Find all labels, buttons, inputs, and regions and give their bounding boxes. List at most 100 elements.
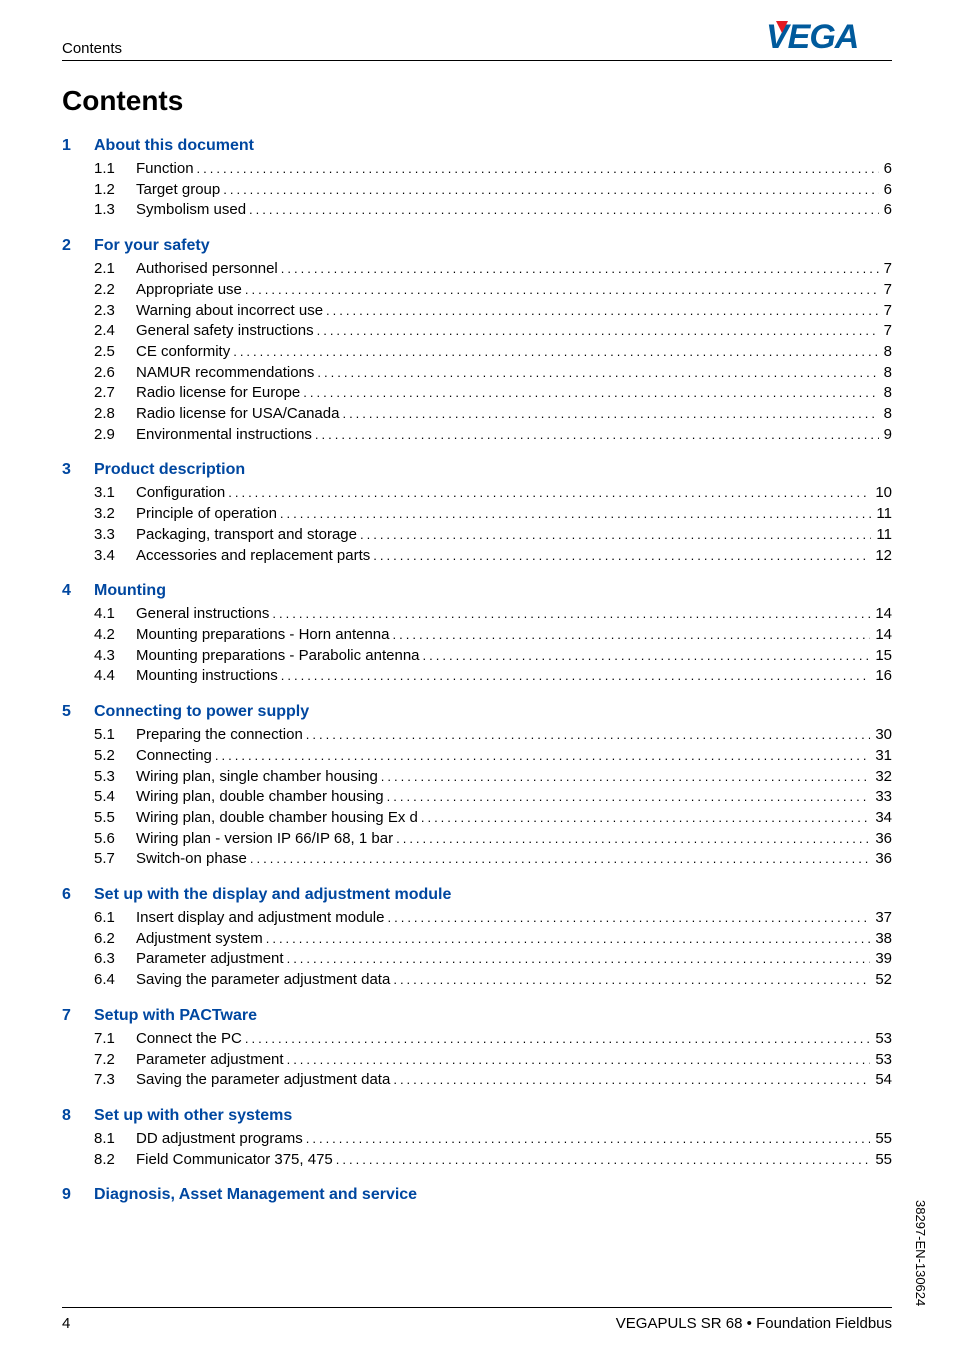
toc-chapter-number[interactable]: 1 — [62, 135, 94, 157]
toc-chapter-number[interactable]: 7 — [62, 1005, 94, 1027]
toc-chapter-number[interactable]: 3 — [62, 459, 94, 481]
toc-entry[interactable]: 4.3Mounting preparations - Parabolic ant… — [62, 646, 892, 667]
toc-chapter-title[interactable]: Setup with PACTware — [94, 1005, 257, 1027]
toc-entry-number: 3.1 — [94, 483, 136, 504]
toc-entry[interactable]: 2.5CE conformity8 — [62, 342, 892, 363]
toc-entry-number: 5.6 — [94, 829, 136, 850]
toc-entry-label: DD adjustment programs — [136, 1129, 303, 1150]
toc-entry[interactable]: 4.4Mounting instructions16 — [62, 666, 892, 687]
toc-entry-label: Authorised personnel — [136, 259, 278, 280]
toc-entry[interactable]: 1.3Symbolism used6 — [62, 200, 892, 221]
toc-entry[interactable]: 5.2Connecting31 — [62, 746, 892, 767]
toc-entry-label: Adjustment system — [136, 929, 263, 950]
toc-chapter-heading[interactable]: 2For your safety — [62, 235, 892, 257]
toc-entry[interactable]: 5.3Wiring plan, single chamber housing32 — [62, 767, 892, 788]
toc-entry-number: 6.1 — [94, 908, 136, 929]
toc-entry-page: 55 — [873, 1129, 892, 1150]
toc-entry-page: 38 — [873, 929, 892, 950]
toc-entry[interactable]: 5.1Preparing the connection30 — [62, 725, 892, 746]
toc-entry[interactable]: 2.8Radio license for USA/Canada8 — [62, 404, 892, 425]
toc-entry[interactable]: 8.2Field Communicator 375, 47555 — [62, 1150, 892, 1171]
toc-entry[interactable]: 3.4Accessories and replacement parts12 — [62, 546, 892, 567]
toc-entry[interactable]: 1.2Target group6 — [62, 180, 892, 201]
toc-chapter-number[interactable]: 8 — [62, 1105, 94, 1127]
toc-entry-number: 5.3 — [94, 767, 136, 788]
toc-entry-page: 52 — [873, 970, 892, 991]
toc-entry[interactable]: 6.1Insert display and adjustment module 3… — [62, 908, 892, 929]
toc-chapter-title[interactable]: Set up with the display and adjustment m… — [94, 884, 451, 906]
toc-chapter-heading[interactable]: 5Connecting to power supply — [62, 701, 892, 723]
toc-entry[interactable]: 3.2Principle of operation11 — [62, 504, 892, 525]
toc-chapter-title[interactable]: Connecting to power supply — [94, 701, 309, 723]
toc-entry-label: Mounting instructions — [136, 666, 278, 687]
toc-leader-dots — [393, 970, 870, 991]
toc-chapter-title[interactable]: For your safety — [94, 235, 210, 257]
toc-entry-number: 4.4 — [94, 666, 136, 687]
toc-chapter-heading[interactable]: 3Product description — [62, 459, 892, 481]
toc-entry[interactable]: 8.1DD adjustment programs55 — [62, 1129, 892, 1150]
toc-entry-page: 8 — [882, 383, 892, 404]
toc-entry[interactable]: 2.4General safety instructions7 — [62, 321, 892, 342]
toc-entry[interactable]: 6.2Adjustment system38 — [62, 929, 892, 950]
toc-chapter-title[interactable]: About this document — [94, 135, 254, 157]
toc-entry[interactable]: 5.5Wiring plan, double chamber housing E… — [62, 808, 892, 829]
toc-chapter-number[interactable]: 4 — [62, 580, 94, 602]
toc-entry[interactable]: 7.3Saving the parameter adjustment data5… — [62, 1070, 892, 1091]
toc-entry-page: 7 — [882, 301, 892, 322]
toc-entry[interactable]: 1.1Function6 — [62, 159, 892, 180]
toc-leader-dots — [280, 504, 872, 525]
toc-chapter-number[interactable]: 2 — [62, 235, 94, 257]
toc-chapter-number[interactable]: 6 — [62, 884, 94, 906]
toc-chapter-heading[interactable]: 4Mounting — [62, 580, 892, 602]
toc-leader-dots — [245, 1029, 870, 1050]
toc-chapter-number[interactable]: 9 — [62, 1184, 94, 1206]
toc-entry[interactable]: 2.7Radio license for Europe8 — [62, 383, 892, 404]
toc-chapter-heading[interactable]: 9Diagnosis, Asset Management and service — [62, 1184, 892, 1206]
toc-entry-label: Mounting preparations - Parabolic antenn… — [136, 646, 420, 667]
toc-entry[interactable]: 2.2Appropriate use7 — [62, 280, 892, 301]
toc-entry-page: 34 — [873, 808, 892, 829]
toc-chapter-heading[interactable]: 6Set up with the display and adjustment … — [62, 884, 892, 906]
toc-entry[interactable]: 3.1Configuration10 — [62, 483, 892, 504]
toc-entry-label: Radio license for USA/Canada — [136, 404, 339, 425]
toc-entry-number: 4.1 — [94, 604, 136, 625]
toc-entry-page: 12 — [873, 546, 892, 567]
toc-chapter-title[interactable]: Diagnosis, Asset Management and service — [94, 1184, 417, 1206]
toc-chapter-title[interactable]: Product description — [94, 459, 245, 481]
toc-leader-dots — [228, 483, 870, 504]
toc-entry[interactable]: 3.3Packaging, transport and storage11 — [62, 525, 892, 546]
toc-entry-number: 7.3 — [94, 1070, 136, 1091]
toc-entry[interactable]: 2.9Environmental instructions9 — [62, 425, 892, 446]
toc-chapter: 2For your safety2.1Authorised personnel7… — [62, 235, 892, 445]
footer-text: VEGAPULS SR 68 • Foundation Fieldbus — [616, 1315, 892, 1332]
toc-entry[interactable]: 5.7Switch-on phase36 — [62, 849, 892, 870]
toc-entry[interactable]: 5.6Wiring plan - version IP 66/IP 68, 1 … — [62, 829, 892, 850]
toc-entry-page: 37 — [873, 908, 892, 929]
toc-chapter-title[interactable]: Set up with other systems — [94, 1105, 292, 1127]
toc-leader-dots — [197, 159, 879, 180]
toc-entry-page: 15 — [873, 646, 892, 667]
toc-chapter-title[interactable]: Mounting — [94, 580, 166, 602]
toc-entry-label: Insert display and adjustment module — [136, 908, 384, 929]
toc-entry[interactable]: 4.1General instructions14 — [62, 604, 892, 625]
toc-entry[interactable]: 5.4Wiring plan, double chamber housing33 — [62, 787, 892, 808]
toc-entry[interactable]: 7.1Connect the PC53 — [62, 1029, 892, 1050]
toc-entry[interactable]: 2.3Warning about incorrect use7 — [62, 301, 892, 322]
toc-chapter-number[interactable]: 5 — [62, 701, 94, 723]
toc-entry[interactable]: 7.2Parameter adjustment53 — [62, 1050, 892, 1071]
toc-entry-number: 2.4 — [94, 321, 136, 342]
toc-entry[interactable]: 4.2Mounting preparations - Horn antenna1… — [62, 625, 892, 646]
toc-leader-dots — [336, 1150, 871, 1171]
toc-entry[interactable]: 2.6NAMUR recommendations8 — [62, 363, 892, 384]
toc-chapter-heading[interactable]: 7Setup with PACTware — [62, 1005, 892, 1027]
toc-leader-dots — [387, 908, 870, 929]
toc-entry-page: 10 — [873, 483, 892, 504]
toc-entry-page: 39 — [873, 949, 892, 970]
toc-entry-label: Field Communicator 375, 475 — [136, 1150, 333, 1171]
toc-chapter-heading[interactable]: 8Set up with other systems — [62, 1105, 892, 1127]
toc-entry[interactable]: 6.3Parameter adjustment39 — [62, 949, 892, 970]
toc-chapter-heading[interactable]: 1About this document — [62, 135, 892, 157]
toc-entry[interactable]: 6.4Saving the parameter adjustment data5… — [62, 970, 892, 991]
toc-entry-page: 6 — [882, 159, 892, 180]
toc-entry[interactable]: 2.1Authorised personnel7 — [62, 259, 892, 280]
